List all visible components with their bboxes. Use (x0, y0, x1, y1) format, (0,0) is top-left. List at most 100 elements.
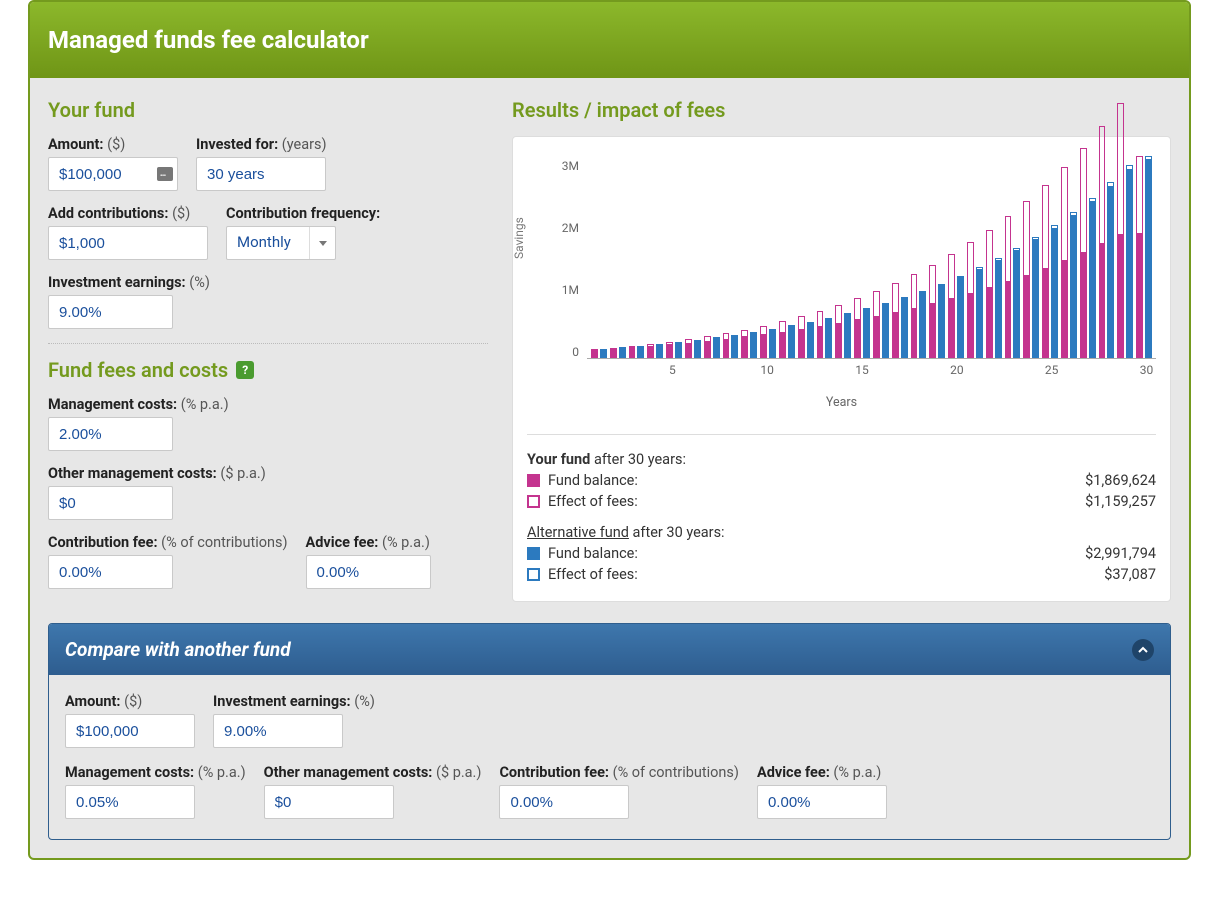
amount-slider-icon[interactable] (157, 167, 173, 181)
chart-x-tick: 30 (1140, 363, 1154, 377)
alt-effect-fees-label: Effect of fees: (548, 566, 638, 583)
chart-x-tick: 25 (1045, 363, 1059, 377)
your-effect-fees-swatch (527, 495, 540, 508)
bar-group (1042, 159, 1058, 358)
c-amount-input[interactable] (65, 714, 195, 748)
add-contributions-label: Add contributions: (48, 205, 168, 222)
bar-group (760, 159, 776, 358)
compare-title: Compare with another fund (65, 638, 291, 661)
chart-x-label: Years (527, 395, 1156, 410)
c-cfee-unit: (% of contributions) (613, 764, 739, 781)
chart-x-tick: 5 (669, 363, 676, 377)
invested-for-unit: (years) (282, 136, 327, 153)
c-afee-input[interactable] (757, 785, 887, 819)
management-costs-unit: (% p.a.) (181, 396, 229, 413)
invested-for-input[interactable] (196, 157, 326, 191)
fees-title: Fund fees and costs (48, 358, 228, 382)
c-earn-label: Investment earnings: (213, 693, 351, 710)
bar-group (591, 159, 607, 358)
help-icon[interactable]: ? (236, 361, 254, 379)
compare-panel: Compare with another fund Amount: ($) In… (48, 623, 1171, 840)
right-column: Results / impact of fees Savings 3M2M1M0… (512, 96, 1171, 603)
bar-group (1099, 159, 1115, 358)
your-effect-fees-label: Effect of fees: (548, 493, 638, 510)
investment-earnings-label: Investment earnings: (48, 274, 186, 291)
field-invested-for: Invested for: (years) (196, 136, 327, 191)
results-heading: Results / impact of fees (512, 98, 1171, 122)
calculator-container: Managed funds fee calculator Your fund A… (28, 0, 1191, 860)
bar-group (610, 159, 626, 358)
field-investment-earnings: Investment earnings: (%) (48, 274, 210, 329)
bar-group (779, 159, 795, 358)
bar-group (986, 159, 1002, 358)
field-other-management-costs: Other management costs: ($ p.a.) (48, 465, 266, 520)
chevron-down-icon (309, 227, 335, 259)
advice-fee-input[interactable] (306, 555, 431, 589)
contribution-frequency-label: Contribution frequency: (226, 205, 380, 222)
chart-y-tick: 2M (562, 221, 579, 235)
field-amount: Amount: ($) (48, 136, 178, 191)
advice-fee-label: Advice fee: (306, 534, 379, 551)
investment-earnings-input[interactable] (48, 295, 173, 329)
c-omgmt-input[interactable] (264, 785, 394, 819)
amount-label: Amount: (48, 136, 104, 153)
compare-header[interactable]: Compare with another fund (49, 624, 1170, 675)
chart-plot (587, 159, 1156, 359)
bar-group (723, 159, 739, 358)
your-effect-fees-value: $1,159,257 (1085, 493, 1156, 510)
advice-fee-unit: (% p.a.) (382, 534, 430, 551)
bar-group (1005, 159, 1021, 358)
add-contributions-unit: ($) (172, 205, 190, 222)
chart-y-tick: 0 (572, 345, 579, 359)
investment-earnings-unit: (%) (189, 274, 210, 291)
bar-group (629, 159, 645, 358)
content: Your fund Amount: ($) Invested for: (yea… (30, 78, 1189, 858)
your-fund-result-heading: Your fund after 30 years: (527, 451, 1156, 468)
bar-group (873, 159, 889, 358)
chart-x-tick: 15 (855, 363, 869, 377)
alt-fund-result-heading: Alternative fund after 30 years: (527, 524, 1156, 541)
c-cfee-label: Contribution fee: (499, 764, 609, 781)
c-earn-input[interactable] (213, 714, 343, 748)
c-amount-label: Amount: (65, 693, 121, 710)
bar-group (1061, 159, 1077, 358)
other-management-costs-unit: ($ p.a.) (220, 465, 265, 482)
your-fund-balance-swatch (527, 474, 540, 487)
other-management-costs-input[interactable] (48, 486, 173, 520)
bar-group (798, 159, 814, 358)
bar-group (1080, 159, 1096, 358)
chart: Savings 3M2M1M0 (527, 159, 1156, 359)
contribution-fee-input[interactable] (48, 555, 173, 589)
your-fund-balance-label: Fund balance: (548, 472, 638, 489)
c-earn-unit: (%) (354, 693, 375, 710)
c-mgmt-input[interactable] (65, 785, 195, 819)
c-mgmt-label: Management costs: (65, 764, 194, 781)
contribution-fee-unit: (% of contributions) (161, 534, 287, 551)
other-management-costs-label: Other management costs: (48, 465, 217, 482)
management-costs-label: Management costs: (48, 396, 177, 413)
bar-group (967, 159, 983, 358)
banner: Managed funds fee calculator (30, 2, 1189, 78)
your-fund-balance-value: $1,869,624 (1085, 472, 1156, 489)
alt-fund-balance-swatch (527, 547, 540, 560)
c-amount-unit: ($) (124, 693, 142, 710)
field-contribution-fee: Contribution fee: (% of contributions) (48, 534, 288, 589)
c-omgmt-unit: ($ p.a.) (436, 764, 481, 781)
chart-y-label: Savings (512, 217, 526, 259)
collapse-icon[interactable] (1132, 639, 1154, 661)
add-contributions-input[interactable] (48, 226, 208, 260)
c-cfee-input[interactable] (499, 785, 629, 819)
fees-heading: Fund fees and costs ? (48, 358, 488, 382)
contribution-frequency-select[interactable]: Monthly (226, 226, 336, 260)
bar-group (835, 159, 851, 358)
your-fund-after-text: after 30 years: (594, 451, 686, 468)
bar-group (817, 159, 833, 358)
chart-y-axis: Savings 3M2M1M0 (527, 159, 581, 359)
chart-x-tick: 10 (760, 363, 774, 377)
chart-y-tick: 1M (562, 283, 579, 297)
management-costs-input[interactable] (48, 417, 173, 451)
chart-x-ticks: 51015202530 (587, 363, 1156, 377)
bar-group (892, 159, 908, 358)
contribution-frequency-value: Monthly (227, 227, 309, 259)
bar-group (741, 159, 757, 358)
